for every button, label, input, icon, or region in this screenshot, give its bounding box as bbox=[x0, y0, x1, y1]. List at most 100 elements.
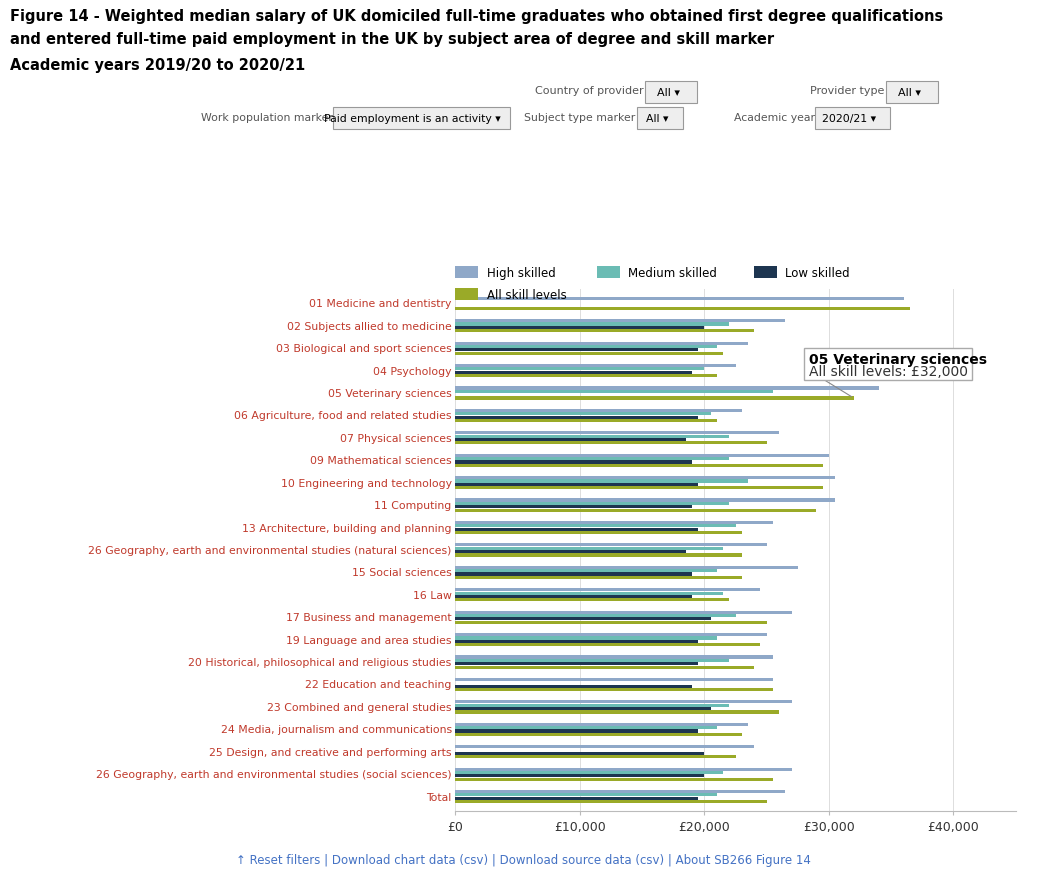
Text: All ▾: All ▾ bbox=[646, 114, 669, 124]
Bar bbox=[455, 710, 779, 714]
Bar bbox=[455, 371, 692, 374]
Bar bbox=[455, 454, 829, 457]
Text: Figure 14 - Weighted median salary of UK domiciled full-time graduates who obtai: Figure 14 - Weighted median salary of UK… bbox=[10, 9, 943, 24]
Bar bbox=[455, 524, 735, 528]
Text: 26 Geography, earth and environmental studies (natural sciences): 26 Geography, earth and environmental st… bbox=[88, 545, 451, 555]
Bar bbox=[455, 704, 730, 707]
Bar bbox=[455, 617, 711, 621]
Text: 15 Social sciences: 15 Social sciences bbox=[352, 567, 451, 578]
Bar bbox=[455, 614, 735, 617]
Text: 09 Mathematical sciences: 09 Mathematical sciences bbox=[310, 456, 451, 466]
Bar bbox=[455, 397, 853, 400]
Bar bbox=[455, 521, 773, 524]
Bar bbox=[455, 733, 741, 736]
Bar bbox=[455, 416, 698, 419]
Bar bbox=[455, 767, 792, 771]
Text: 01 Medicine and dentistry: 01 Medicine and dentistry bbox=[309, 299, 451, 309]
Bar bbox=[455, 666, 754, 669]
Bar bbox=[455, 755, 735, 759]
Bar bbox=[455, 644, 760, 646]
Text: Academic year: Academic year bbox=[734, 112, 815, 123]
Bar bbox=[455, 592, 723, 595]
Bar bbox=[455, 752, 705, 755]
Bar bbox=[455, 701, 792, 703]
Bar bbox=[455, 573, 692, 576]
Text: 10 Engineering and technology: 10 Engineering and technology bbox=[281, 478, 451, 488]
FancyBboxPatch shape bbox=[804, 349, 972, 380]
Text: 24 Media, journalism and communications: 24 Media, journalism and communications bbox=[221, 724, 451, 734]
Bar bbox=[455, 794, 717, 796]
Bar bbox=[455, 297, 904, 301]
Text: 03 Biological and sport sciences: 03 Biological and sport sciences bbox=[276, 344, 451, 353]
Bar bbox=[455, 659, 730, 662]
Text: Country of provider: Country of provider bbox=[535, 86, 644, 96]
Bar bbox=[455, 509, 817, 512]
Bar bbox=[455, 688, 773, 691]
Bar bbox=[455, 707, 711, 710]
Bar bbox=[455, 797, 698, 800]
Bar bbox=[455, 458, 730, 460]
Bar bbox=[455, 438, 686, 442]
Bar bbox=[455, 410, 741, 412]
Bar bbox=[455, 342, 748, 346]
Bar bbox=[455, 723, 748, 726]
Text: ↑ Reset filters | Download chart data (csv) | Download source data (csv) | About: ↑ Reset filters | Download chart data (c… bbox=[236, 853, 811, 866]
Text: 04 Psychology: 04 Psychology bbox=[373, 367, 451, 376]
Text: and entered full-time paid employment in the UK by subject area of degree and sk: and entered full-time paid employment in… bbox=[10, 32, 775, 47]
Text: All skill levels: £32,000: All skill levels: £32,000 bbox=[809, 364, 968, 378]
Bar bbox=[455, 611, 792, 614]
Bar bbox=[455, 656, 773, 659]
Text: 20 Historical, philosophical and religious studies: 20 Historical, philosophical and religio… bbox=[188, 657, 451, 667]
Bar bbox=[455, 374, 717, 378]
Text: 07 Physical sciences: 07 Physical sciences bbox=[340, 433, 451, 444]
Bar bbox=[455, 323, 730, 326]
Text: 25 Design, and creative and performing arts: 25 Design, and creative and performing a… bbox=[209, 747, 451, 757]
Text: 05 Veterinary sciences: 05 Veterinary sciences bbox=[809, 353, 987, 367]
Bar bbox=[455, 621, 766, 624]
Text: 2020/21 ▾: 2020/21 ▾ bbox=[822, 114, 875, 124]
Bar bbox=[455, 499, 836, 502]
Text: Total: Total bbox=[426, 792, 451, 802]
Bar bbox=[455, 800, 766, 803]
Text: Paid employment is an activity ▾: Paid employment is an activity ▾ bbox=[325, 114, 502, 124]
Bar bbox=[455, 599, 730, 602]
Bar bbox=[455, 487, 823, 489]
Text: 22 Education and teaching: 22 Education and teaching bbox=[306, 680, 451, 689]
Text: 13 Architecture, building and planning: 13 Architecture, building and planning bbox=[242, 523, 451, 533]
Bar bbox=[455, 685, 692, 688]
Text: All skill levels: All skill levels bbox=[487, 289, 566, 301]
Bar bbox=[455, 387, 878, 390]
Text: 05 Veterinary sciences: 05 Veterinary sciences bbox=[328, 389, 451, 398]
Bar bbox=[455, 544, 766, 547]
Bar bbox=[455, 506, 692, 509]
Text: Provider type: Provider type bbox=[810, 86, 885, 96]
Bar bbox=[455, 595, 692, 598]
Bar bbox=[455, 778, 773, 781]
Bar bbox=[455, 330, 754, 333]
Bar bbox=[455, 547, 723, 550]
Text: 11 Computing: 11 Computing bbox=[375, 501, 451, 510]
Bar bbox=[455, 774, 705, 778]
Bar bbox=[455, 531, 741, 534]
Bar bbox=[455, 726, 717, 730]
Bar bbox=[455, 503, 730, 505]
Bar bbox=[455, 413, 711, 416]
Bar bbox=[455, 576, 741, 580]
Bar bbox=[455, 346, 717, 349]
Bar bbox=[455, 678, 773, 681]
Bar bbox=[455, 790, 785, 793]
Bar bbox=[455, 368, 705, 371]
Bar bbox=[455, 771, 723, 774]
Text: 02 Subjects allied to medicine: 02 Subjects allied to medicine bbox=[287, 321, 451, 332]
Bar bbox=[455, 588, 760, 592]
Bar bbox=[455, 567, 798, 569]
Text: 19 Language and area studies: 19 Language and area studies bbox=[286, 635, 451, 645]
Text: All ▾: All ▾ bbox=[658, 88, 681, 97]
Bar bbox=[455, 442, 766, 445]
Bar bbox=[455, 551, 686, 553]
Text: 23 Combined and general studies: 23 Combined and general studies bbox=[267, 702, 451, 712]
Bar bbox=[455, 390, 773, 394]
Text: 06 Agriculture, food and related studies: 06 Agriculture, food and related studies bbox=[235, 411, 451, 421]
Text: High skilled: High skilled bbox=[487, 267, 556, 279]
Bar bbox=[455, 528, 698, 531]
